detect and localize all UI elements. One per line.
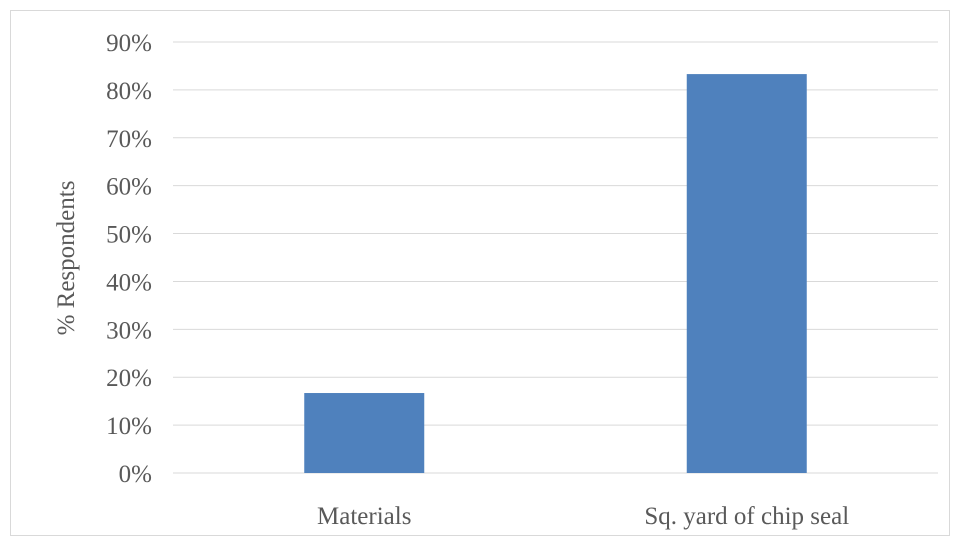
x-category-label: Sq. yard of chip seal <box>644 503 849 530</box>
x-category-label: Materials <box>317 503 411 530</box>
bar <box>686 74 807 473</box>
bars <box>304 74 807 473</box>
y-tick-label: 70% <box>106 126 152 153</box>
y-tick-label: 40% <box>106 269 152 296</box>
y-tick-label: 20% <box>106 365 152 392</box>
y-tick-label: 90% <box>106 30 152 57</box>
y-tick-label: 60% <box>106 174 152 201</box>
bar <box>304 393 425 473</box>
y-tick-label: 0% <box>119 461 152 488</box>
y-tick-label: 30% <box>106 317 152 344</box>
y-tick-labels: 0% 10% 20% 30% 40% 50% 60% 70% 80% 90% <box>106 30 152 488</box>
x-category-labels: Materials Sq. yard of chip seal <box>317 503 849 530</box>
y-tick-label: 50% <box>106 222 152 249</box>
gridlines <box>173 41 938 474</box>
y-tick-label: 80% <box>106 78 152 105</box>
y-axis-title: % Respondents <box>53 181 80 336</box>
y-tick-label: 10% <box>106 413 152 440</box>
